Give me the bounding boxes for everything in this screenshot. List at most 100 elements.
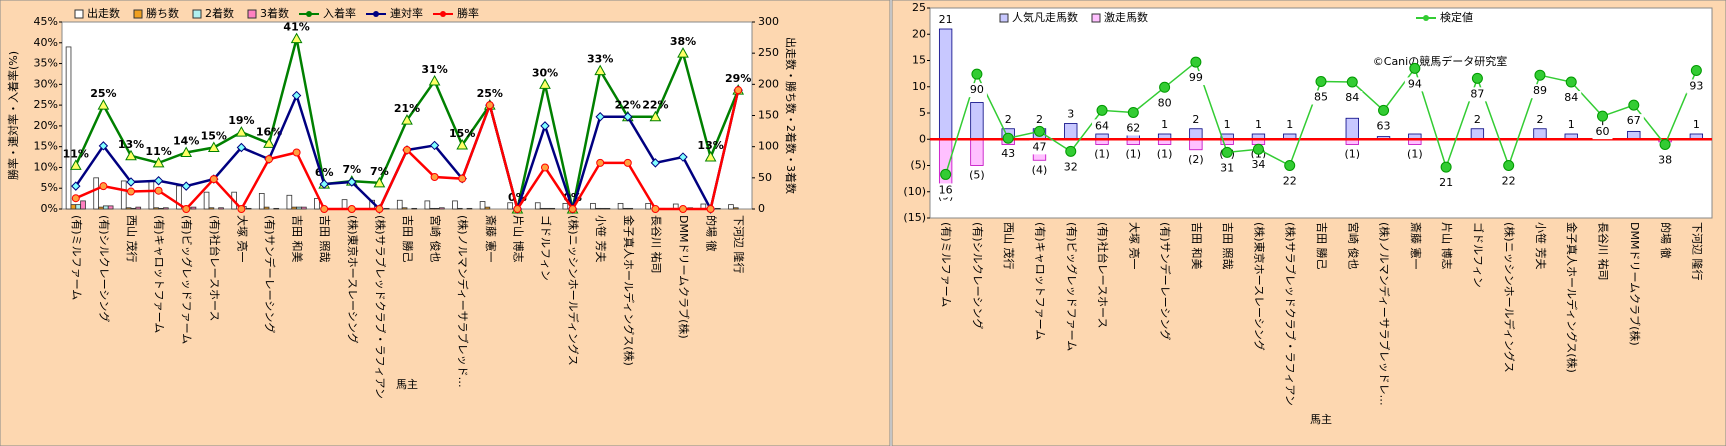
bar-label: 1 — [1599, 118, 1606, 131]
annotation-text: 67 — [1627, 114, 1641, 127]
point-label: 7% — [370, 165, 389, 178]
annotation-text: 16 — [939, 183, 953, 196]
bar — [1189, 138, 1203, 151]
annotation-text: 85 — [1314, 91, 1328, 104]
marker — [1409, 62, 1421, 74]
annotation: 62 — [1123, 121, 1144, 136]
bar-label: 1 — [1161, 118, 1168, 131]
bar-label: 1 — [1286, 118, 1293, 131]
marker — [99, 182, 108, 191]
marker — [594, 64, 607, 76]
annotation-text: 89 — [1533, 84, 1547, 97]
legend-swatch — [74, 9, 84, 19]
x-tick-label: 的場 徹 — [705, 215, 719, 252]
bar — [452, 200, 458, 210]
annotation-text: 22 — [1502, 175, 1516, 188]
legend-marker — [440, 11, 446, 17]
marker — [540, 121, 550, 131]
annotation: 63 — [1373, 119, 1394, 134]
bar — [273, 207, 280, 210]
marker — [182, 205, 191, 213]
x-tick-label: 長谷川 祐司 — [1597, 222, 1610, 281]
y2-tick-label: 100 — [758, 140, 779, 153]
bar-label: (1) — [1407, 148, 1423, 161]
bar — [539, 207, 546, 210]
marker — [568, 205, 577, 213]
marker — [1471, 72, 1483, 84]
x-tick-label: 大塚 亮一 — [1127, 222, 1141, 270]
marker — [265, 155, 273, 164]
point-label: 22% — [615, 99, 641, 112]
bar — [291, 206, 297, 210]
marker — [1597, 110, 1609, 122]
marker — [704, 151, 717, 162]
y-axis-label: 勝率・連対率・入着率(%) — [6, 51, 20, 180]
bar — [245, 207, 252, 210]
annotation: 93 — [1686, 79, 1707, 94]
bar — [98, 206, 104, 210]
bar — [158, 207, 164, 210]
bar — [1345, 117, 1359, 140]
bar — [1533, 128, 1547, 140]
bar — [258, 193, 265, 210]
x-tick-label: 斎藤 憲一 — [1409, 222, 1423, 270]
bar — [715, 207, 721, 210]
annotation-box — [966, 83, 987, 98]
bar — [314, 198, 320, 210]
y-tick-label: (10) — [903, 185, 926, 198]
marker — [428, 74, 441, 86]
bar-label: 1 — [1255, 118, 1262, 131]
bar-label: 3 — [1067, 108, 1074, 121]
point-label: 22% — [642, 99, 668, 112]
point-label: 13% — [697, 139, 723, 152]
legend-label: 出走数 — [87, 6, 120, 20]
annotation-text: 93 — [1689, 79, 1703, 92]
x-axis-label: 馬主 — [1310, 413, 1332, 426]
x-tick-label: 金子真人ホールディングス(株) — [622, 215, 636, 366]
y-tick-label: 10 — [912, 80, 926, 93]
x-tick-label: (有)サンデーレーシング — [1159, 222, 1173, 340]
marker — [1033, 125, 1045, 137]
y2-tick-label: 300 — [758, 15, 779, 28]
bar-label: 2 — [1192, 113, 1199, 126]
legend-label: 検定値 — [1440, 10, 1473, 24]
marker — [485, 101, 494, 110]
x-tick-label: (有)シルクレーシング — [971, 222, 985, 329]
point-label: 38% — [670, 35, 696, 48]
marker — [1628, 99, 1640, 111]
x-tick-label: 小笹 芳夫 — [594, 215, 608, 263]
marker — [152, 156, 165, 168]
legend-label: 入着率 — [323, 6, 356, 20]
marker — [1284, 160, 1296, 171]
bar-label: (4) — [1032, 163, 1048, 176]
annotation: 43 — [998, 147, 1019, 162]
marker — [1378, 104, 1390, 116]
x-tick-label: (有)社台レースホース — [208, 215, 222, 321]
x-tick-label: 吉田 和美 — [291, 215, 304, 263]
annotation-text: 90 — [970, 83, 984, 96]
legend-label: 3着数 — [260, 6, 289, 20]
y-tick-label: 20 — [912, 27, 926, 40]
y-tick-label: 0 — [919, 132, 926, 145]
annotation-text: 64 — [1095, 119, 1109, 132]
y2-tick-label: 200 — [758, 77, 779, 90]
x-tick-label: 下河辺 隆行 — [732, 215, 746, 274]
point-label: 6% — [315, 166, 334, 179]
annotation-box — [1529, 84, 1550, 99]
annotation: 87 — [1467, 87, 1488, 102]
bar-label: 1 — [1568, 118, 1575, 131]
y-tick-label: 40% — [34, 36, 58, 49]
bar-label: 2 — [1036, 113, 1043, 126]
marker — [456, 138, 469, 150]
bar — [479, 201, 486, 210]
x-tick-label: (株)ニッシンホールディングス — [1503, 222, 1517, 373]
marker — [375, 205, 384, 213]
marker — [1159, 81, 1171, 93]
bar — [75, 204, 82, 210]
bar — [456, 207, 463, 210]
annotation-text: 84 — [1564, 91, 1578, 104]
point-label: 11% — [63, 147, 89, 160]
marker — [347, 177, 357, 187]
bar — [107, 205, 114, 210]
annotation: 85 — [1311, 90, 1331, 105]
